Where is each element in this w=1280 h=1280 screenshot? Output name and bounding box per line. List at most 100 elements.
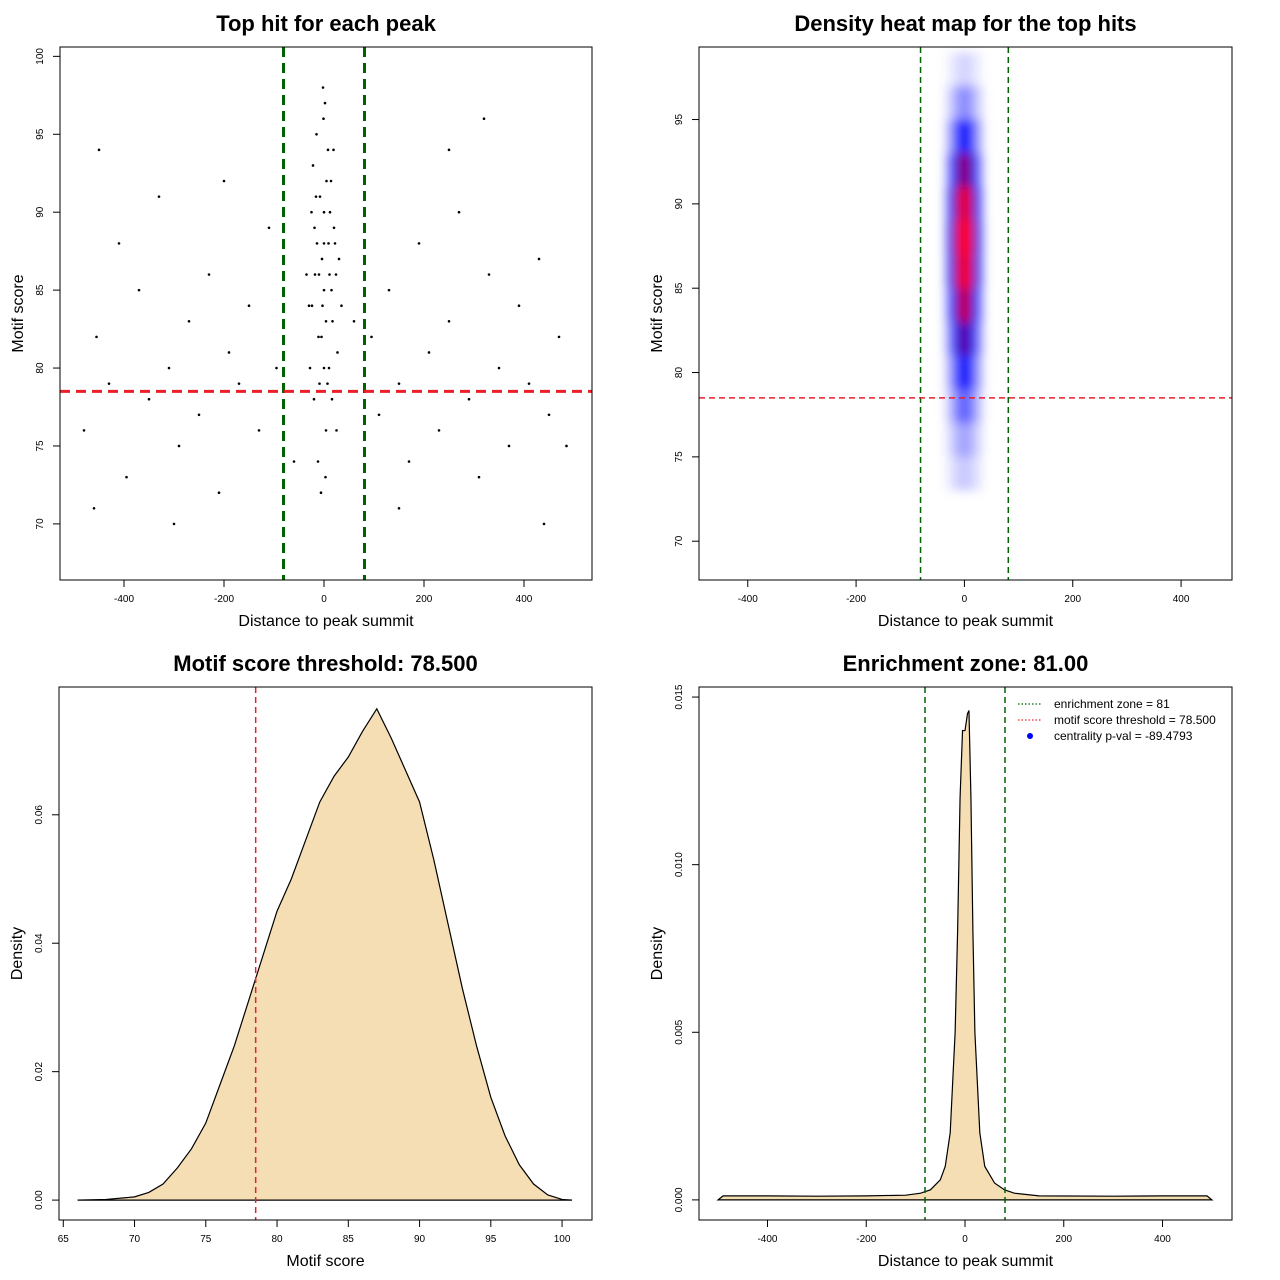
- heat-cell: [945, 456, 951, 491]
- heat-cell: [967, 254, 973, 289]
- x-tick-label: 65: [58, 1234, 70, 1245]
- heat-cell: [961, 423, 968, 457]
- point: [330, 397, 334, 401]
- point: [427, 351, 431, 354]
- point: [187, 319, 191, 323]
- plot-frame: [58, 686, 593, 1221]
- heat-cell: [977, 423, 984, 457]
- heat-cell: [950, 288, 957, 322]
- point: [125, 475, 128, 479]
- heat-cell: [967, 288, 973, 322]
- point: [147, 397, 151, 401]
- point: [310, 210, 313, 214]
- heat-cell: [967, 321, 973, 356]
- heat-cell: [945, 186, 951, 221]
- heat-cell: [961, 220, 968, 255]
- x-tick-label: 75: [200, 1234, 212, 1245]
- x-axis-label: Distance to peak summit: [878, 1253, 1054, 1270]
- point: [207, 273, 211, 276]
- heat-cell: [945, 153, 951, 187]
- heat-cell: [977, 119, 984, 154]
- heat-cell: [972, 254, 978, 289]
- heat-cell: [972, 85, 978, 120]
- heat-cell: [972, 389, 978, 424]
- heat-cell: [967, 220, 973, 255]
- y-tick-label: 0.00: [34, 1190, 45, 1210]
- point: [257, 429, 261, 432]
- heat-cell: [977, 220, 984, 255]
- heat-cell: [972, 52, 978, 86]
- y-tick-label: 100: [35, 48, 46, 65]
- point: [320, 335, 323, 339]
- heat-cell: [945, 423, 951, 457]
- point: [95, 335, 98, 339]
- point: [447, 148, 451, 152]
- x-tick-label: 85: [343, 1234, 355, 1245]
- heat-cell: [961, 186, 968, 221]
- legend-label: centrality p-val = -89.4793: [1054, 729, 1193, 743]
- point: [407, 460, 411, 463]
- heat-cell: [977, 456, 984, 491]
- point: [310, 304, 314, 308]
- point: [328, 273, 331, 276]
- x-tick-label: 200: [416, 594, 433, 605]
- y-axis-label: Motif score: [10, 274, 27, 352]
- point: [312, 397, 316, 401]
- heat-cell: [972, 220, 978, 255]
- x-tick-label: 80: [271, 1234, 283, 1245]
- point: [331, 319, 334, 323]
- panel: 65 70 75 80 85 90 95 100 0.00 0.02 0.04 0.06 Motif s…: [9, 651, 593, 1270]
- x-tick-label: 400: [1173, 594, 1190, 605]
- y-tick-label: 75: [674, 451, 685, 463]
- point: [217, 491, 221, 495]
- heat-cell: [967, 423, 973, 457]
- point: [247, 304, 251, 308]
- point: [177, 444, 181, 448]
- y-tick-label: 0.015: [674, 684, 685, 709]
- x-tick-label: 200: [1064, 594, 1081, 605]
- point: [542, 522, 546, 526]
- heat-cell: [972, 119, 978, 154]
- point: [377, 413, 381, 417]
- point: [332, 226, 336, 230]
- y-tick-label: 0.005: [674, 1019, 685, 1044]
- point: [370, 335, 373, 339]
- x-tick-label: 0: [321, 594, 327, 605]
- x-tick-label: 400: [1154, 1234, 1171, 1245]
- point: [292, 460, 296, 463]
- point: [318, 382, 321, 385]
- x-axis-label: Motif score: [286, 1253, 364, 1270]
- point: [320, 257, 324, 261]
- point: [197, 413, 201, 417]
- point: [477, 475, 481, 479]
- point: [397, 382, 401, 385]
- heat-cell: [945, 288, 951, 322]
- heat-cell: [956, 186, 962, 221]
- point: [417, 242, 421, 245]
- heat-cell: [950, 355, 957, 390]
- y-tick-label: 80: [674, 367, 685, 379]
- point: [327, 242, 330, 245]
- heat-cell: [972, 288, 978, 322]
- heat-cell: [956, 220, 962, 255]
- heat-cell: [977, 153, 984, 187]
- heat-cell: [945, 52, 951, 86]
- point: [437, 429, 441, 432]
- point: [387, 288, 391, 292]
- heat-cell: [967, 153, 973, 187]
- x-tick-label: -400: [738, 594, 758, 605]
- point: [328, 210, 332, 214]
- point: [335, 429, 338, 432]
- point: [334, 273, 338, 276]
- point: [537, 257, 541, 261]
- point: [517, 304, 521, 308]
- point: [172, 522, 176, 526]
- heat-cell: [977, 288, 984, 322]
- point: [316, 460, 320, 463]
- y-tick-label: 0.04: [34, 933, 45, 953]
- heat-cell: [945, 220, 951, 255]
- heat-cell: [945, 254, 951, 289]
- heat-cell: [961, 389, 968, 424]
- point: [397, 507, 401, 510]
